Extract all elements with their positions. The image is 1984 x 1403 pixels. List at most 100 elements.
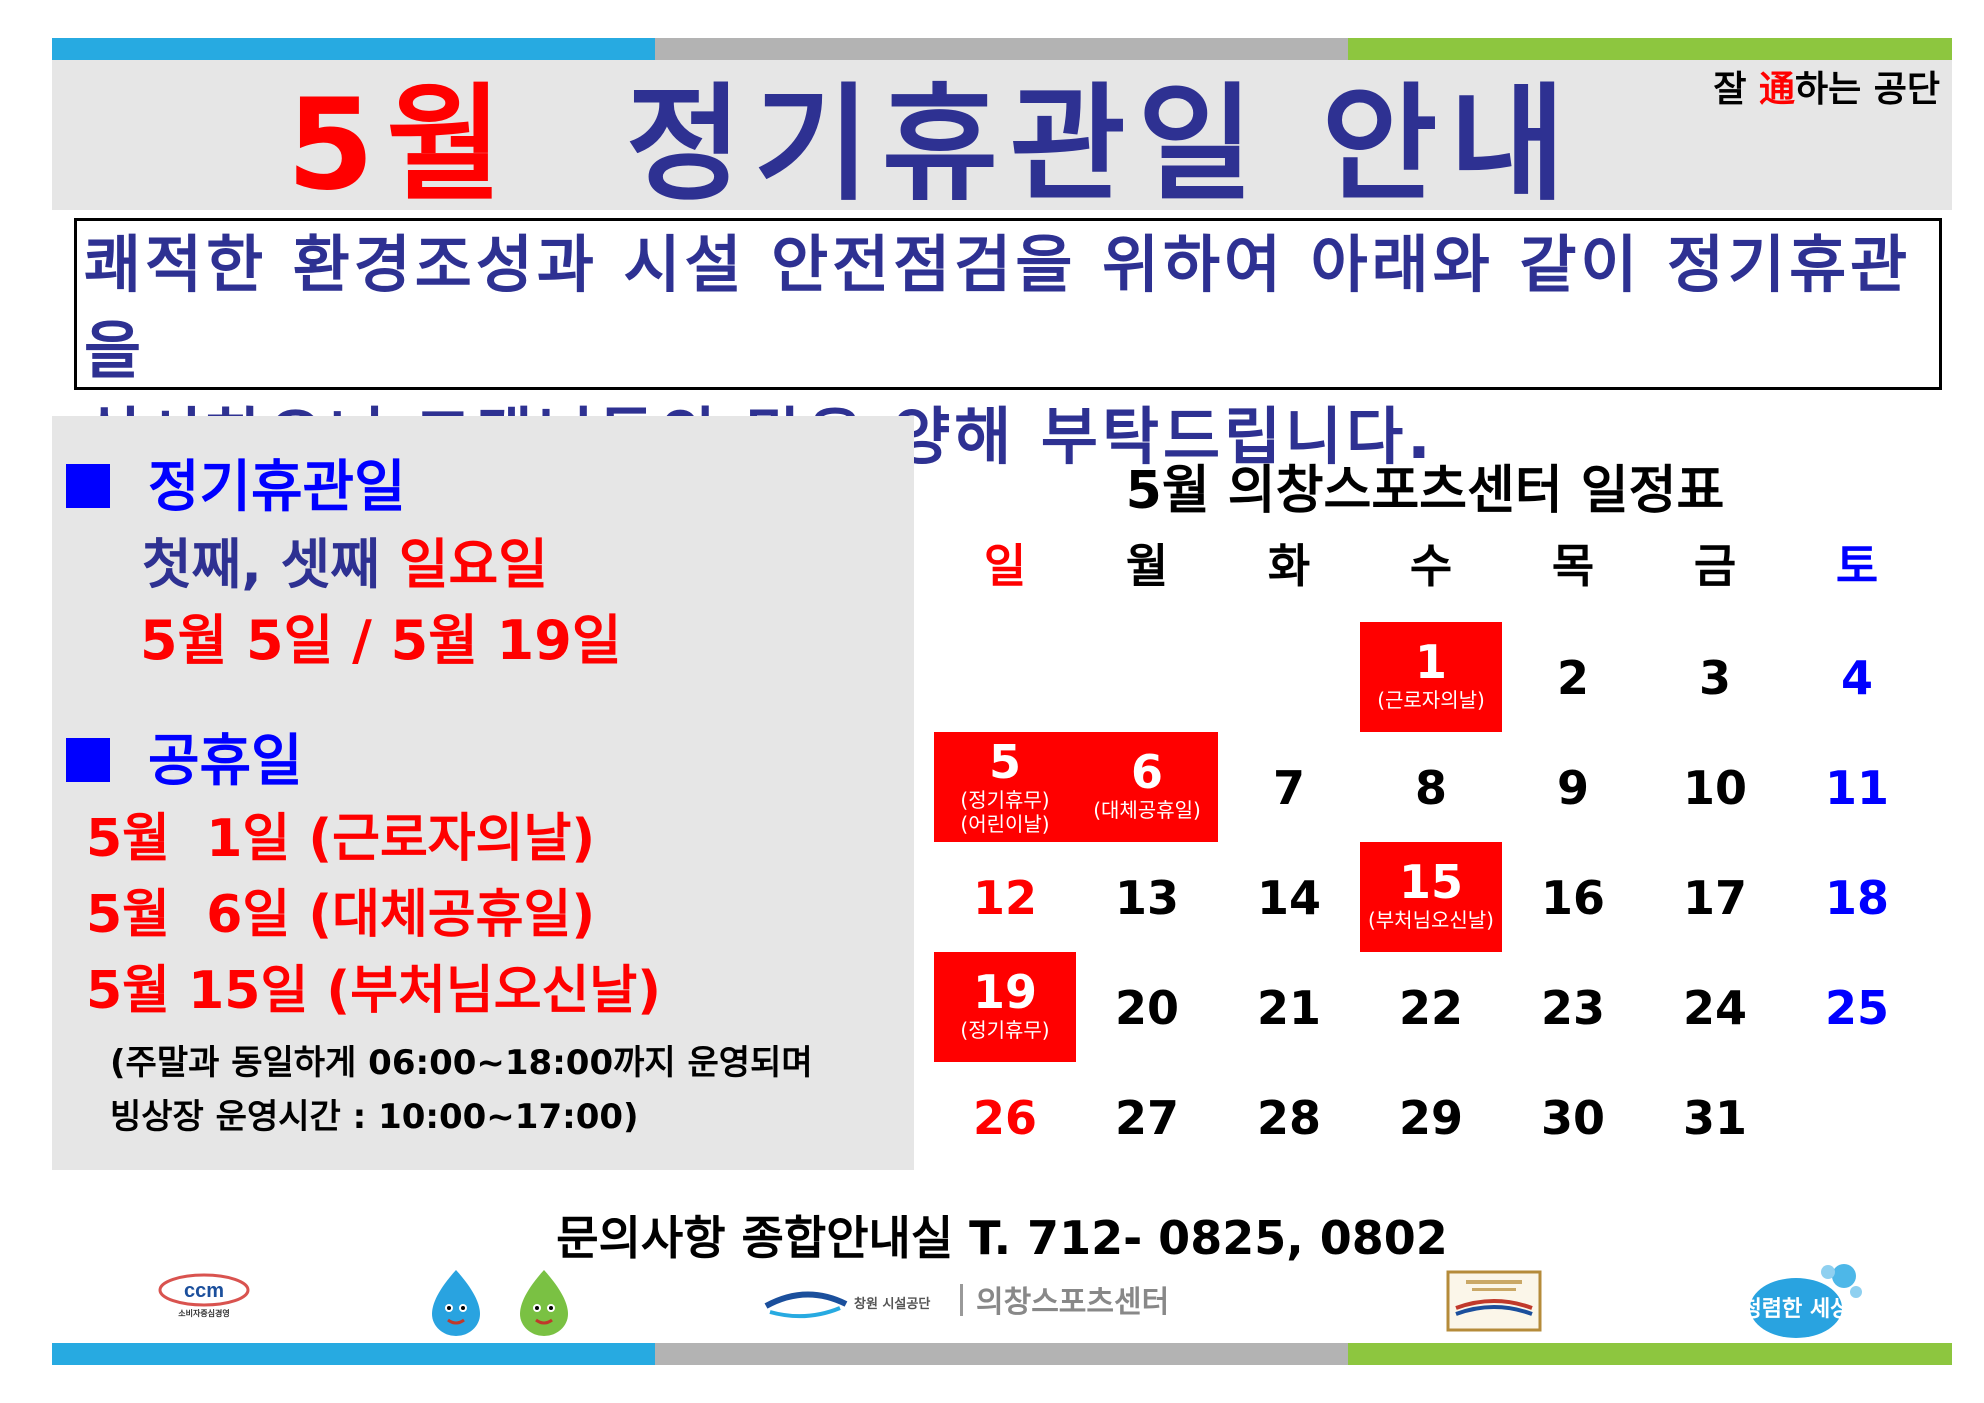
day-number: 18: [1824, 871, 1889, 925]
calendar-day: 10: [1644, 732, 1786, 842]
agency-small-text: 창원 시설공단: [854, 1296, 930, 1312]
day-number: 10: [1682, 761, 1747, 815]
day-number: 15: [1398, 855, 1463, 909]
top-color-bar: [52, 38, 1952, 60]
day-number: 21: [1256, 981, 1321, 1035]
notice-box: [74, 218, 1942, 390]
operating-note-line-2: 빙상장 운영시간 : 10:00~17:00): [110, 1097, 639, 1137]
calendar-day-holiday: 19 (정기휴무): [934, 952, 1076, 1062]
day-number: 19: [972, 965, 1037, 1019]
day-number: 27: [1114, 1091, 1179, 1145]
weekday-header: 일: [983, 539, 1027, 593]
weekday-header: 화: [1267, 539, 1311, 593]
calendar-day: 18: [1786, 842, 1928, 952]
day-number: 5: [988, 735, 1021, 789]
info-panel: [52, 416, 914, 1170]
calendar-day-holiday: 15 (부처님오신날): [1360, 842, 1502, 952]
day-number: 29: [1398, 1091, 1463, 1145]
calendar-day: 4: [1786, 622, 1928, 732]
day-number: 20: [1114, 981, 1179, 1035]
mascot-characters: [416, 1264, 596, 1338]
day-number: 12: [972, 871, 1037, 925]
day-label: (정기휴무): [960, 1018, 1050, 1042]
regular-closure-heading: 정기휴관일: [66, 442, 406, 523]
sports-center-logo: 창원 시설공단 의창스포츠센터: [758, 1276, 1298, 1326]
calendar-day: 13: [1076, 842, 1218, 952]
day-label: (정기휴무): [960, 788, 1050, 812]
calendar-title: 5월 의창스포츠센터 일정표: [1125, 461, 1725, 521]
regular-closure-heading-text: 정기휴관일: [148, 455, 406, 520]
calendar-day: 17: [1644, 842, 1786, 952]
day-number: 3: [1698, 651, 1731, 705]
weekday-header: 금: [1693, 539, 1737, 593]
day-number: 28: [1256, 1091, 1321, 1145]
bottom-color-bar: [52, 1343, 1952, 1365]
ccm-logo: ccm 소비자중심경영: [156, 1272, 252, 1322]
weekday-header: 토: [1835, 539, 1879, 593]
day-number: 26: [972, 1091, 1037, 1145]
calendar-day: 8: [1360, 732, 1502, 842]
integrity-slogan-logo: 청렴한 세상: [1732, 1262, 1882, 1342]
day-number: 7: [1272, 761, 1305, 815]
day-number: 22: [1398, 981, 1463, 1035]
day-number: 8: [1414, 761, 1447, 815]
agency-slogan: 잘 通하는 공단: [1640, 60, 1940, 112]
day-number: 30: [1540, 1091, 1605, 1145]
calendar-day: 9: [1502, 732, 1644, 842]
header-band: [52, 60, 1952, 210]
day-number: 24: [1682, 981, 1747, 1035]
calendar-day: 3: [1644, 622, 1786, 732]
calendar-day: 14: [1218, 842, 1360, 952]
square-bullet-icon: [66, 738, 110, 782]
day-number: 25: [1824, 981, 1889, 1035]
day-number: 14: [1256, 871, 1321, 925]
calendar-day: 21: [1218, 952, 1360, 1062]
center-name-text: 의창스포츠센터: [976, 1285, 1169, 1320]
calendar-day-holiday: 6 (대체공휴일): [1076, 732, 1218, 842]
day-number: 1: [1414, 635, 1447, 689]
notice-line-1: 쾌적한 환경조성과 시설 안전점검을 위하여 아래와 같이 정기휴관을: [84, 228, 1912, 387]
slogan-highlight: 通: [1758, 69, 1795, 110]
logo-row: ccm 소비자중심경영 창원 시설공단 의창스포츠센터: [52, 1262, 1952, 1342]
regular-closure-dates: 5월 5일 / 5월 19일: [140, 609, 622, 672]
public-holidays-heading-text: 공휴일: [148, 729, 303, 794]
calendar-day: 29: [1360, 1062, 1502, 1172]
weekday-header: 목: [1551, 539, 1595, 593]
calendar-day: 11: [1786, 732, 1928, 842]
holiday-item: 5월 6일 (대체공휴일): [86, 885, 596, 945]
ccm-text: ccm: [184, 1280, 224, 1302]
holiday-item: 5월 15일 (부처님오신날): [86, 961, 662, 1021]
day-number: 23: [1540, 981, 1605, 1035]
day-number: 16: [1540, 871, 1605, 925]
closure-days-prefix: 첫째, 셋째: [142, 533, 399, 596]
weekday-header: 월: [1125, 539, 1169, 593]
calendar-day: 2: [1502, 622, 1644, 732]
day-label: (부처님오신날): [1367, 908, 1494, 932]
square-bullet-icon: [66, 464, 110, 508]
day-label: (대체공휴일): [1093, 798, 1201, 822]
calendar-day-holiday: 1 (근로자의날): [1360, 622, 1502, 732]
slogan-post: 하는 공단: [1794, 69, 1940, 110]
holiday-item: 5월 1일 (근로자의날): [86, 809, 596, 869]
calendar-day-holiday: 5 (정기휴무) (어린이날): [934, 732, 1076, 842]
regular-closure-days: 첫째, 셋째 일요일: [142, 520, 548, 599]
day-number: 6: [1130, 745, 1163, 799]
day-number: 2: [1556, 651, 1589, 705]
page-title: 5월 정기휴관일 안내: [52, 80, 1812, 210]
weekday-header: 수: [1409, 539, 1453, 593]
closure-days-highlight: 일요일: [398, 533, 548, 596]
calendar-day: 26: [934, 1062, 1076, 1172]
day-number: 17: [1682, 871, 1747, 925]
calendar-day: 7: [1218, 732, 1360, 842]
day-label: (어린이날): [960, 812, 1050, 836]
ccm-sub-text: 소비자중심경영: [178, 1308, 230, 1318]
certificate-logo: [1446, 1270, 1542, 1332]
calendar-day: 30: [1502, 1062, 1644, 1172]
day-number: 13: [1114, 871, 1179, 925]
calendar-day: 20: [1076, 952, 1218, 1062]
calendar-day: 23: [1502, 952, 1644, 1062]
operating-note: (주말과 동일하게 06:00~18:00까지 운영되며 빙상장 운영시간 : …: [110, 1036, 813, 1144]
title-month: 5월: [286, 71, 515, 218]
calendar-day: 25: [1786, 952, 1928, 1062]
calendar-day: 31: [1644, 1062, 1786, 1172]
